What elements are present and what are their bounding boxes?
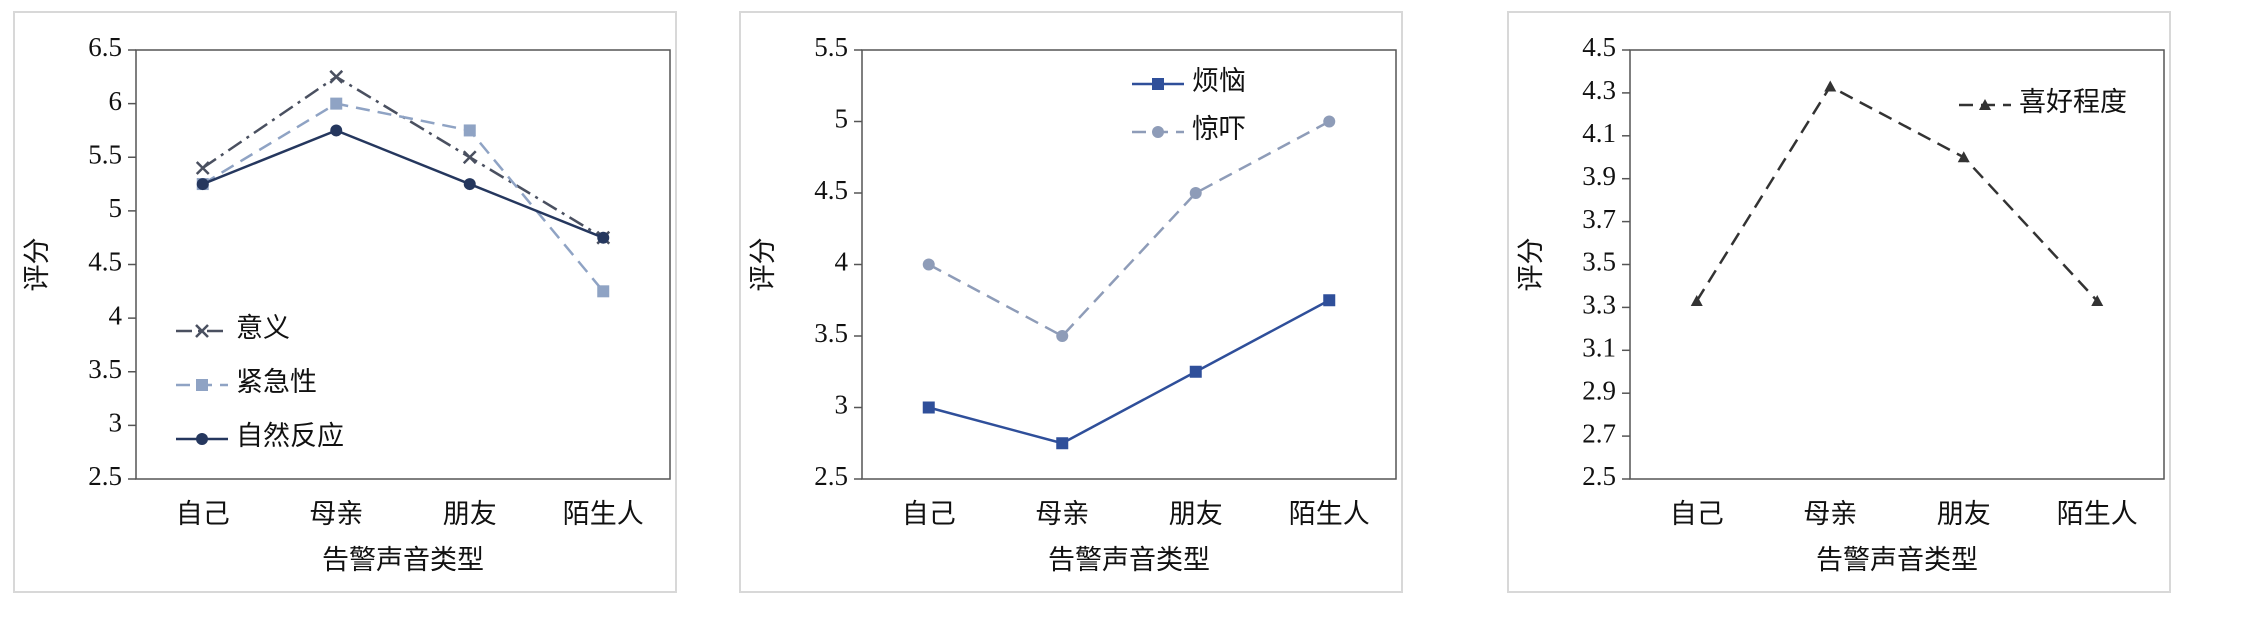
- marker: [2091, 294, 2104, 306]
- y-tick-label: 2.5: [1582, 461, 1616, 491]
- marker: [462, 150, 477, 165]
- marker: [1824, 80, 1837, 92]
- chart-panel: 2.5 2.7 2.9 3.1 3.3 3.5 3.7 3.9 4.1 4.3 4.5 自己 母亲 朋友 陌…: [1507, 11, 2171, 593]
- x-tick-label: 母亲: [1035, 499, 1089, 529]
- x-tick-label: 陌生人: [563, 499, 644, 529]
- x-tick-label: 自己: [902, 499, 956, 529]
- y-tick-label: 3.7: [1582, 204, 1616, 234]
- y-tick-label: 4: [835, 247, 849, 277]
- legend-label: 紧急性: [236, 367, 317, 397]
- y-tick-label: 4.5: [1582, 32, 1616, 62]
- marker: [1189, 187, 1202, 199]
- legend-marker: [1152, 78, 1164, 90]
- y-axis-label: 评分: [1516, 238, 1546, 292]
- marker: [1323, 115, 1336, 128]
- y-tick-label: 2.5: [88, 461, 122, 491]
- legend-marker: [1152, 126, 1164, 138]
- x-tick-label: 朋友: [443, 499, 497, 529]
- marker: [922, 258, 935, 271]
- y-tick-label: 3.3: [1582, 290, 1616, 320]
- y-tick-label: 3: [835, 390, 849, 420]
- marker: [1189, 365, 1202, 378]
- panel-frame: [13, 11, 677, 593]
- legend-marker: [1979, 99, 1991, 110]
- y-axis-label: 评分: [748, 238, 778, 292]
- marker: [330, 124, 343, 137]
- x-tick-label: 朋友: [1937, 499, 1991, 529]
- marker: [1056, 437, 1069, 450]
- x-tick-label: 母亲: [1803, 499, 1857, 529]
- y-tick-label: 5: [109, 193, 123, 223]
- y-tick-label: 3.1: [1582, 333, 1616, 363]
- y-tick-label: 3.5: [88, 354, 122, 384]
- y-tick-label: 4.5: [88, 247, 122, 277]
- legend-marker: [195, 324, 209, 338]
- y-axis-label: 评分: [22, 238, 52, 292]
- panel-frame: [1507, 11, 2171, 593]
- marker: [597, 285, 610, 298]
- marker: [463, 124, 476, 137]
- y-tick-label: 6.5: [88, 32, 122, 62]
- marker: [330, 97, 343, 110]
- series-line: [928, 120, 1330, 338]
- y-tick-label: 4: [109, 300, 123, 330]
- legend-marker: [196, 433, 208, 445]
- x-tick-label: 自己: [1670, 499, 1724, 529]
- y-tick-label: 2.5: [814, 461, 848, 491]
- x-tick-label: 陌生人: [2057, 499, 2138, 529]
- legend-label: 烦恼: [1192, 66, 1246, 96]
- y-tick-label: 6: [109, 86, 123, 116]
- y-tick-label: 4.3: [1582, 75, 1616, 105]
- legend-label: 意义: [236, 313, 290, 343]
- series-line: [202, 129, 604, 239]
- x-axis-label: 告警声音类型: [322, 545, 484, 575]
- y-tick-label: 4.1: [1582, 118, 1616, 148]
- y-tick-label: 3.9: [1582, 161, 1616, 191]
- marker: [196, 178, 209, 191]
- legend-label: 惊吓: [1192, 114, 1246, 144]
- marker: [329, 69, 344, 84]
- marker: [463, 178, 476, 191]
- marker: [1690, 294, 1703, 306]
- x-tick-label: 朋友: [1169, 499, 1223, 529]
- series-line: [928, 299, 1330, 445]
- x-axis-label: 告警声音类型: [1816, 545, 1978, 575]
- legend-label: 喜好程度: [2019, 87, 2127, 117]
- panel-frame: [739, 11, 1403, 593]
- legend-marker: [196, 379, 208, 391]
- y-tick-label: 5.5: [88, 139, 122, 169]
- marker: [597, 231, 610, 244]
- marker: [195, 161, 210, 175]
- y-tick-label: 5.5: [814, 32, 848, 62]
- x-tick-label: 陌生人: [1289, 499, 1370, 529]
- marker: [1957, 151, 1970, 163]
- marker: [922, 401, 935, 414]
- marker: [1323, 294, 1336, 307]
- x-tick-label: 母亲: [309, 499, 363, 529]
- y-tick-label: 3: [109, 408, 123, 438]
- x-tick-label: 自己: [176, 499, 230, 529]
- y-tick-label: 3.5: [1582, 247, 1616, 277]
- y-tick-label: 5: [835, 104, 849, 134]
- legend-label: 自然反应: [236, 421, 344, 451]
- y-tick-label: 4.5: [814, 175, 848, 205]
- y-tick-label: 2.7: [1582, 418, 1616, 448]
- y-tick-label: 2.9: [1582, 375, 1616, 405]
- y-tick-label: 3.5: [814, 318, 848, 348]
- marker: [1056, 330, 1069, 342]
- x-axis-label: 告警声音类型: [1048, 545, 1210, 575]
